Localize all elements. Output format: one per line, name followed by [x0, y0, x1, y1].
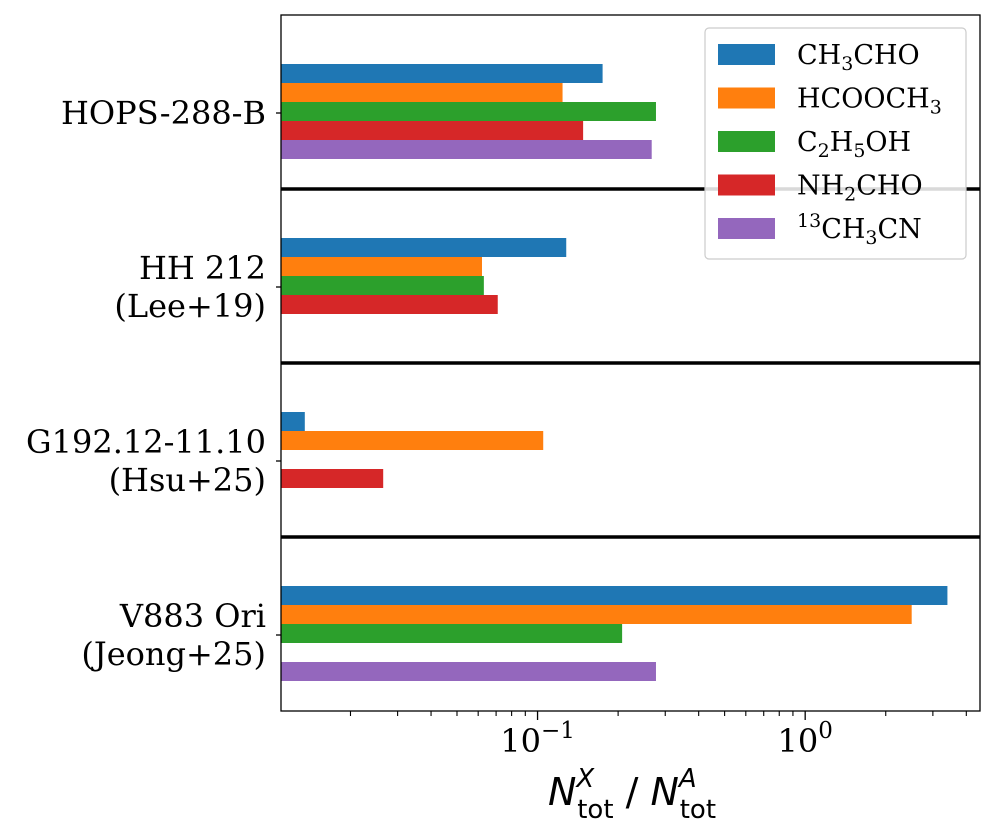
bar-NH2CHO-1 — [281, 295, 498, 314]
x-tick-label-1: 100 — [778, 718, 833, 760]
x-axis-ticks: 10−1 100 — [349, 711, 967, 760]
bar-C2H5OH-3 — [281, 624, 623, 643]
plot-area — [280, 14, 981, 712]
legend-label-C2H5OH: C2H5OH — [797, 127, 911, 162]
legend-label-CH3CHO: CH3CHO — [797, 40, 920, 75]
bar-NH2CHO-2 — [281, 469, 384, 488]
y-label-1-0: HH 212 — [139, 249, 266, 287]
x-axis-label: NX tot / NA tot — [548, 764, 716, 825]
y-axis-labels: HOPS-288-B HH 212(Lee+19) G192.12-11.10(Hs… — [26, 94, 281, 673]
y-label-0-0: HOPS-288-B — [61, 94, 266, 132]
y-label-2-0: G192.12-11.10 — [26, 423, 266, 461]
bar-C2H5OH-0 — [281, 102, 656, 121]
bar-C2H5OH-1 — [281, 276, 484, 295]
bar-13CH3CN-0 — [281, 140, 652, 159]
bar-NH2CHO-0 — [281, 121, 584, 140]
y-label-2-1: (Hsu+25) — [109, 461, 266, 499]
legend-swatch-CH3CHO — [718, 44, 775, 65]
legend-swatch-HCOOCH3 — [718, 87, 775, 109]
legend-label-NH2CHO: NH2CHO — [797, 171, 923, 206]
bar-CH3CHO-3 — [281, 586, 948, 605]
legend-swatch-C2H5OH — [718, 131, 775, 152]
legend-label-HCOOCH3: HCOOCH3 — [797, 84, 942, 119]
bar-CH3CHO-0 — [281, 64, 603, 83]
legend-label-13CH3CN: 13CH3CN — [797, 210, 922, 249]
bar-HCOOCH3-1 — [281, 257, 482, 276]
legend-box — [704, 27, 967, 260]
y-label-1-1: (Lee+19) — [114, 287, 266, 325]
y-label-3-1: (Jeong+25) — [81, 635, 266, 673]
legend-swatch-NH2CHO — [718, 174, 775, 196]
bar-HCOOCH3-0 — [281, 83, 563, 102]
plot-frame — [280, 14, 981, 712]
legend: CH3CHO HCOOCH3 C2H5OH NH2CHO 13CH3CN — [704, 27, 967, 260]
x-tick-label-0: 10−1 — [500, 718, 575, 760]
bar-HCOOCH3-2 — [281, 431, 544, 450]
bar-HCOOCH3-3 — [281, 605, 912, 624]
bar-CH3CHO-1 — [281, 238, 567, 257]
y-label-3-0: V883 Ori — [119, 597, 266, 635]
legend-swatch-13CH3CN — [718, 218, 775, 239]
bar-CH3CHO-2 — [281, 412, 305, 431]
bar-13CH3CN-3 — [281, 662, 656, 681]
